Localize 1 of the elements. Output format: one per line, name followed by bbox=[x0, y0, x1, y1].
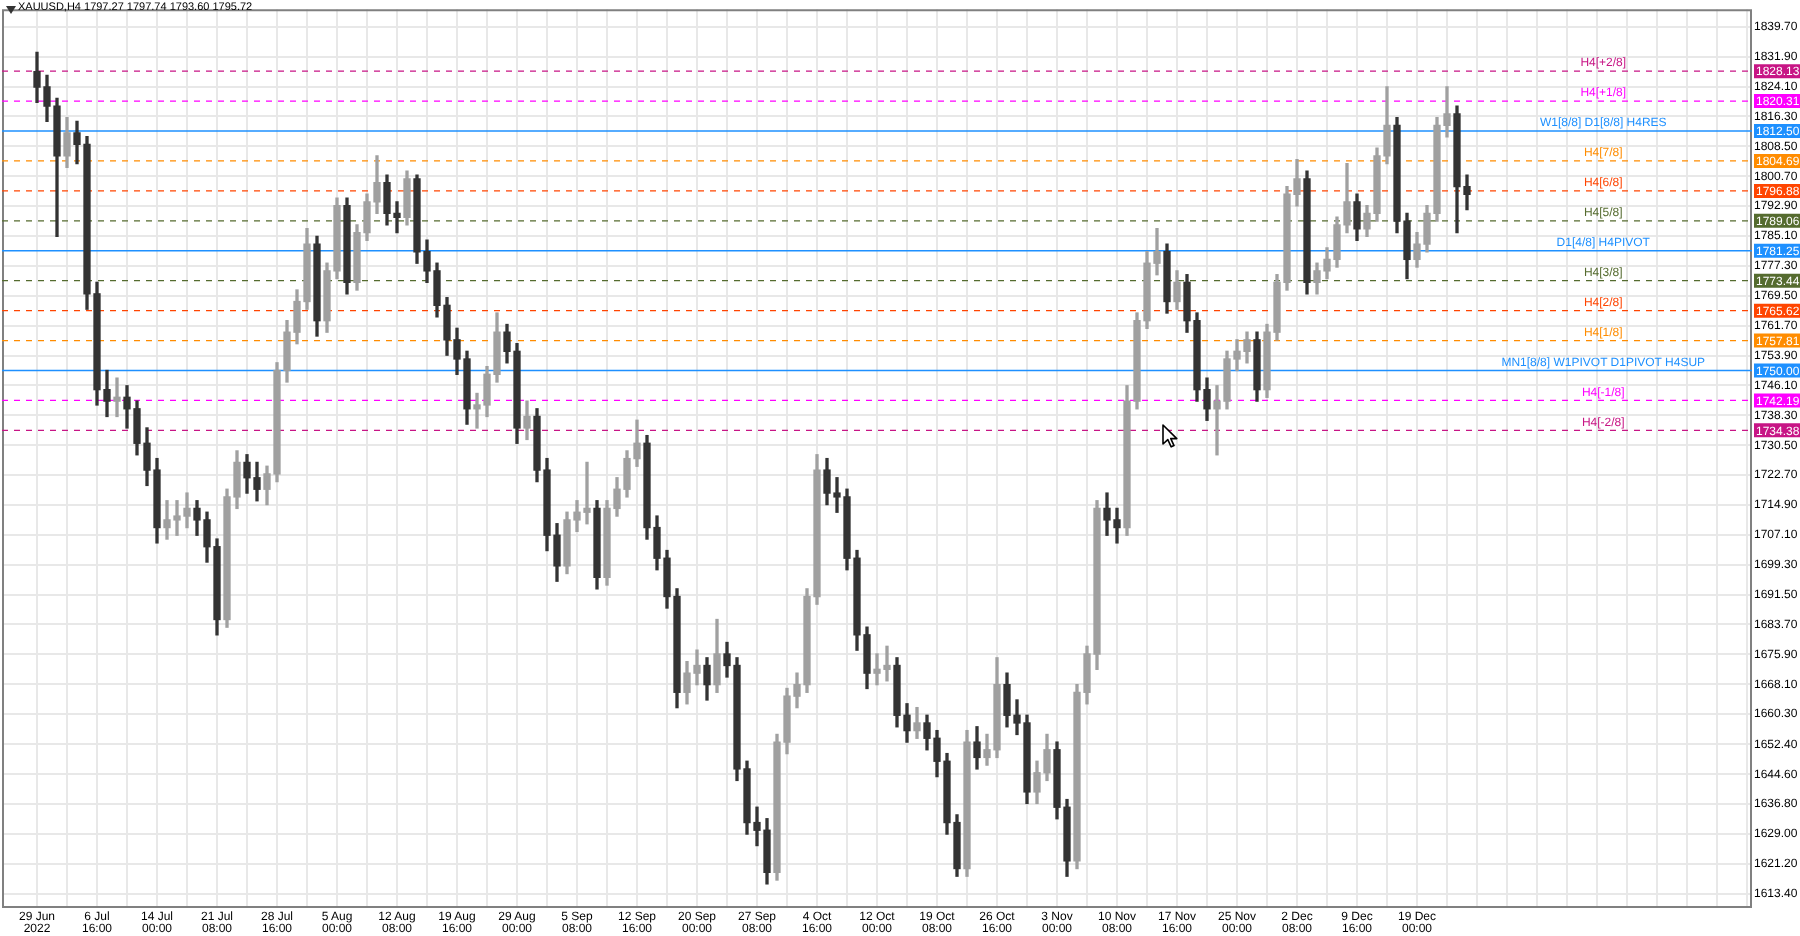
candlestick bbox=[113, 377, 121, 418]
